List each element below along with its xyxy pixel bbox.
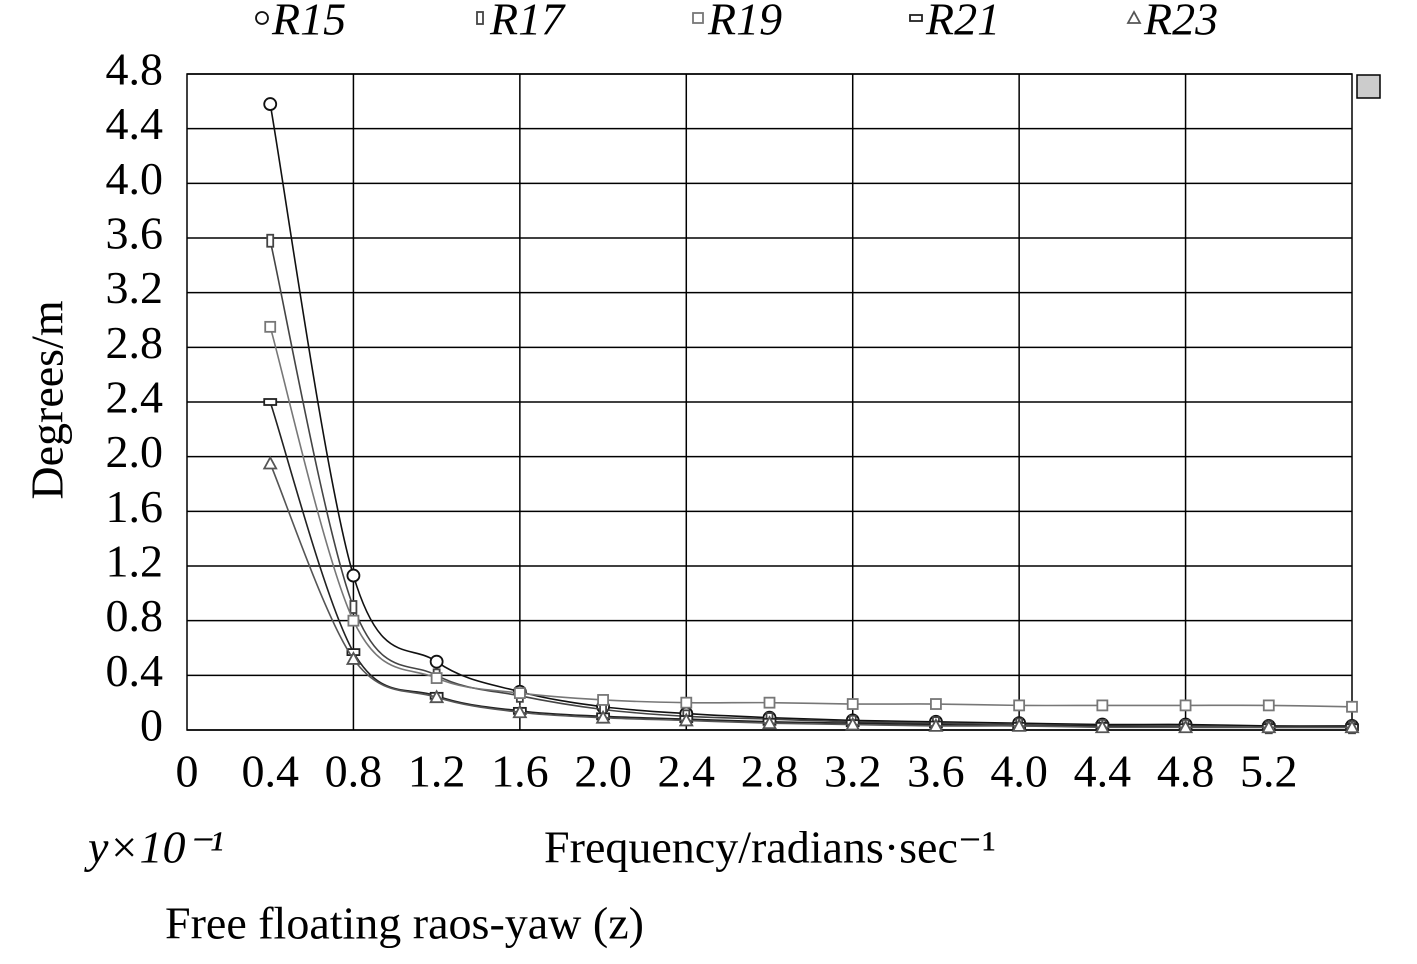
y-tick-label: 1.6 bbox=[106, 481, 164, 532]
marker bbox=[1346, 700, 1358, 713]
x-tick-label: 4.0 bbox=[990, 746, 1048, 797]
legend-marker bbox=[476, 11, 484, 25]
x-tick-label: 2.4 bbox=[658, 746, 716, 797]
legend-label: R19 bbox=[707, 0, 782, 45]
x-tick-label: 3.2 bbox=[824, 746, 882, 797]
y-tick-label: 0.8 bbox=[106, 590, 164, 641]
x-tick-label: 1.6 bbox=[491, 746, 549, 797]
y-tick-label: 2.0 bbox=[106, 426, 164, 477]
legend-marker bbox=[909, 14, 923, 22]
legend-marker bbox=[692, 12, 704, 24]
y-tick-label: 4.0 bbox=[106, 153, 164, 204]
y-tick-label: 0 bbox=[140, 700, 163, 751]
marker bbox=[1096, 699, 1109, 712]
y-tick-label: 3.6 bbox=[106, 208, 164, 259]
y-tick-label: 4.4 bbox=[106, 98, 164, 149]
x-tick-label: 4.8 bbox=[1157, 746, 1215, 797]
legend-label: R17 bbox=[489, 0, 566, 45]
legend-label: R21 bbox=[925, 0, 1000, 45]
marker bbox=[513, 687, 526, 699]
marker bbox=[1011, 718, 1027, 732]
marker bbox=[761, 715, 778, 730]
marker bbox=[595, 709, 611, 724]
marker bbox=[1261, 719, 1277, 734]
marker bbox=[928, 718, 944, 732]
y-axis-label: Degrees/m bbox=[22, 300, 73, 499]
marker bbox=[512, 704, 528, 719]
marker bbox=[263, 97, 278, 111]
y-tick-label: 0.4 bbox=[106, 645, 164, 696]
marker bbox=[263, 398, 278, 406]
marker bbox=[1178, 719, 1194, 734]
annotation: y×10⁻¹ bbox=[84, 822, 224, 873]
marker bbox=[264, 320, 277, 333]
marker bbox=[262, 455, 278, 470]
series-line bbox=[269, 326, 1353, 708]
legend-marker bbox=[255, 11, 269, 25]
x-tick-label: 2.0 bbox=[574, 746, 632, 797]
y-tick-label: 2.4 bbox=[106, 372, 164, 423]
y-tick-label: 4.8 bbox=[106, 44, 164, 95]
x-axis-label: Frequency/radians·sec⁻¹ bbox=[544, 822, 996, 873]
marker bbox=[930, 698, 942, 710]
legend-label: R15 bbox=[271, 0, 346, 45]
marker bbox=[349, 600, 358, 614]
marker bbox=[1013, 699, 1026, 712]
marker bbox=[430, 672, 443, 684]
legend-label: R23 bbox=[1143, 0, 1218, 45]
x-tick-label: 0.8 bbox=[325, 746, 383, 797]
series-line bbox=[269, 240, 1353, 729]
marker bbox=[1262, 699, 1275, 712]
marker bbox=[680, 696, 693, 709]
marker bbox=[266, 233, 275, 248]
marker bbox=[1094, 719, 1110, 734]
series-line bbox=[269, 103, 1353, 727]
marker bbox=[845, 716, 861, 731]
marker bbox=[347, 614, 360, 627]
marker bbox=[1179, 699, 1192, 712]
marker bbox=[846, 698, 859, 710]
x-tick-label: 0.4 bbox=[241, 746, 299, 797]
marker bbox=[1344, 719, 1360, 734]
marker bbox=[597, 694, 609, 706]
marker bbox=[345, 651, 361, 665]
marker bbox=[678, 712, 694, 727]
marker bbox=[429, 654, 444, 669]
x-tick-label: 2.8 bbox=[741, 746, 799, 797]
x-tick-label: 5.2 bbox=[1240, 746, 1298, 797]
x-tick-label: 1.2 bbox=[408, 746, 466, 797]
marker bbox=[346, 568, 361, 583]
y-tick-label: 2.8 bbox=[106, 317, 164, 368]
x-tick-label: 3.6 bbox=[907, 746, 965, 797]
x-tick-label: 4.4 bbox=[1074, 746, 1132, 797]
marker bbox=[763, 696, 776, 709]
series-line bbox=[269, 463, 1352, 729]
chart-title: Free floating raos-yaw (z) bbox=[165, 898, 644, 949]
legend-marker bbox=[1126, 10, 1142, 24]
y-tick-label: 1.2 bbox=[106, 536, 164, 587]
x-tick-label: 0 bbox=[176, 746, 199, 797]
marker bbox=[429, 689, 445, 704]
y-tick-label: 3.2 bbox=[106, 262, 164, 313]
corner-box bbox=[1356, 74, 1381, 99]
